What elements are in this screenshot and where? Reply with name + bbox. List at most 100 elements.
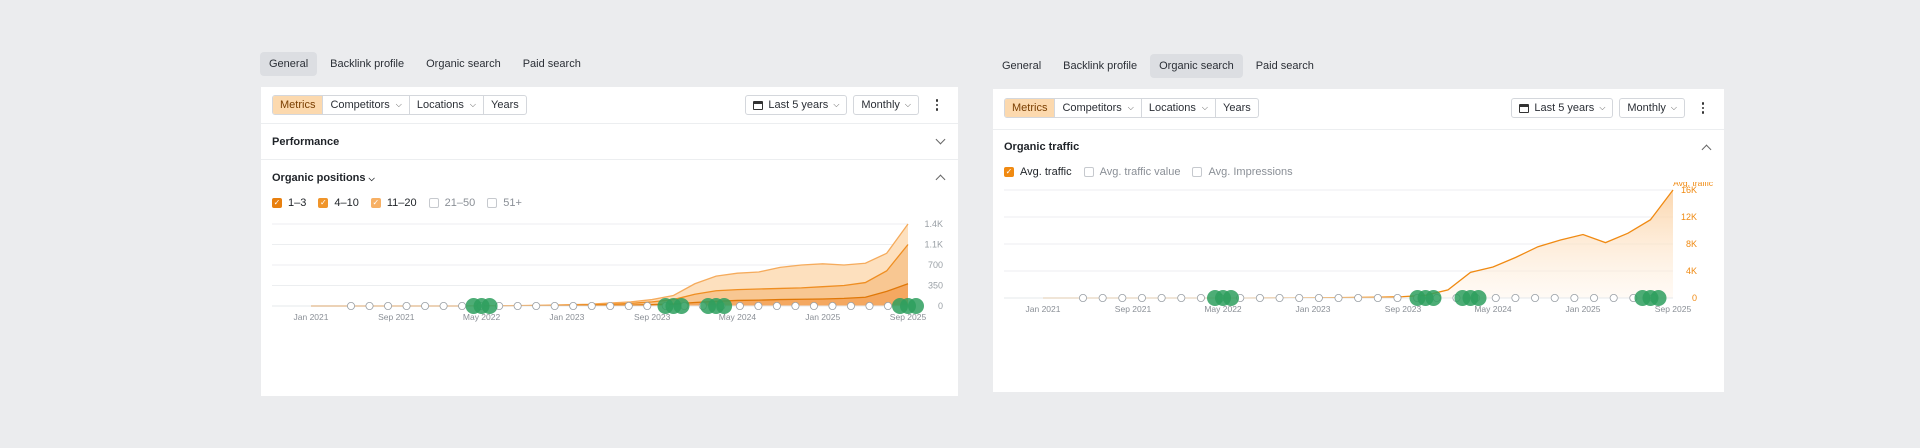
right-locations-dropdown[interactable]: Locations ⌵	[1142, 99, 1216, 117]
right-legend-item-1[interactable]: Avg. traffic value	[1083, 166, 1181, 178]
right-metrics-label: Metrics	[1012, 102, 1048, 114]
organic-traffic-chart: 0 4K 8K 12K 16K Jan 2021 Sep 2021 May 2022 Jan 2…	[1004, 182, 1714, 314]
y-tick-label: 0	[1692, 293, 1697, 303]
right-competitors-dropdown[interactable]: Competitors ⌵	[1055, 99, 1142, 117]
left-segment-control: Metrics Competitors ⌵ Locations ⌵ Years	[272, 95, 527, 115]
event-marker	[347, 302, 356, 311]
x-tick-label: Jan 2023	[1296, 304, 1331, 314]
checkbox-checked-icon[interactable]: ✓	[1004, 167, 1014, 177]
x-tick-label: Sep 2023	[634, 312, 671, 322]
checkbox-icon[interactable]	[1192, 167, 1203, 177]
chevron-up-icon[interactable]	[935, 174, 946, 185]
right-period-dropdown[interactable]: Last 5 years ⌵	[1511, 98, 1614, 118]
chevron-down-icon: ⌵	[368, 174, 375, 183]
right-tab-general[interactable]: General	[1002, 60, 1042, 72]
x-tick-label: Jan 2025	[805, 312, 840, 322]
event-marker	[384, 302, 393, 311]
left-competitors-label: Competitors	[330, 99, 390, 111]
right-competitors-label: Competitors	[1062, 102, 1122, 114]
event-marker	[439, 302, 448, 311]
x-tick-label: Jan 2025	[1566, 304, 1601, 314]
x-tick-label: May 2024	[1474, 304, 1512, 314]
checkbox-checked-icon[interactable]: ✓	[272, 198, 282, 208]
x-tick-label: Sep 2023	[1385, 304, 1422, 314]
left-tab-backlink-profile[interactable]: Backlink profile	[330, 58, 405, 70]
left-tab-general[interactable]: General	[260, 52, 318, 76]
right-tab-organic-search[interactable]: Organic search	[1150, 54, 1243, 78]
more-options-icon[interactable]	[1693, 98, 1713, 118]
performance-section-title[interactable]: Performance	[272, 136, 340, 148]
event-marker	[1393, 294, 1402, 303]
left-legend-label: 11–20	[386, 197, 417, 209]
event-marker	[865, 302, 874, 311]
event-marker	[1550, 294, 1559, 303]
x-tick-label: Sep 2025	[890, 312, 927, 322]
right-locations-label: Locations	[1148, 102, 1196, 114]
left-tab-paid-search[interactable]: Paid search	[522, 58, 581, 70]
left-metrics-button[interactable]: Metrics	[273, 96, 324, 114]
update-marker	[673, 298, 690, 314]
right-legend-item-2[interactable]: Avg. Impressions	[1192, 166, 1293, 178]
event-marker	[809, 302, 818, 311]
right-legend-label: Avg. traffic	[1020, 166, 1072, 178]
event-marker	[587, 302, 596, 311]
right-tab-backlink-profile[interactable]: Backlink profile	[1063, 60, 1138, 72]
right-granularity-dropdown[interactable]: Monthly ⌵	[1619, 98, 1685, 118]
left-metrics-label: Metrics	[280, 99, 316, 111]
chevron-down-icon[interactable]	[935, 134, 946, 145]
event-marker	[1255, 294, 1264, 303]
organic-traffic-section-title[interactable]: Organic traffic	[1004, 141, 1080, 153]
y-tick-label: 8K	[1686, 239, 1697, 249]
left-locations-label: Locations	[416, 99, 464, 111]
left-legend-label: 4–10	[334, 197, 359, 209]
x-tick-label: May 2024	[719, 312, 757, 322]
x-tick-label: Sep 2021	[378, 312, 415, 322]
update-marker	[1470, 290, 1487, 306]
left-locations-dropdown[interactable]: Locations ⌵	[410, 96, 484, 114]
right-metrics-button[interactable]: Metrics	[1005, 99, 1056, 117]
checkbox-icon[interactable]	[1083, 167, 1094, 177]
right-years-button[interactable]: Years	[1216, 99, 1258, 117]
x-tick-label: Sep 2025	[1655, 304, 1692, 314]
right-legend-label: Avg. traffic value	[1099, 166, 1181, 178]
y-tick-label: 1.1K	[924, 240, 943, 250]
left-years-button[interactable]: Years	[484, 96, 526, 114]
event-marker	[624, 302, 633, 311]
y-tick-label: 0	[938, 301, 943, 311]
right-tab-paid-search[interactable]: Paid search	[1255, 60, 1314, 72]
event-marker	[1511, 294, 1520, 303]
left-granularity-dropdown[interactable]: Monthly ⌵	[853, 95, 919, 115]
left-legend-item-0[interactable]: ✓ 1–3	[272, 197, 306, 209]
event-marker	[772, 302, 781, 311]
event-marker	[402, 302, 411, 311]
left-tabs: General Backlink profile Organic search …	[260, 52, 590, 76]
left-legend-item-2[interactable]: ✓ 11–20	[370, 197, 417, 209]
event-marker	[1177, 294, 1186, 303]
more-options-icon[interactable]	[927, 95, 947, 115]
update-marker	[1223, 290, 1239, 306]
chevron-down-icon: ⌵	[1670, 103, 1677, 112]
organic-positions-dropdown[interactable]: Organic positions ⌵	[272, 172, 375, 184]
checkbox-icon[interactable]	[428, 198, 439, 208]
event-marker	[569, 302, 578, 311]
left-granularity-label: Monthly	[861, 99, 900, 111]
right-legend-label: Avg. Impressions	[1208, 166, 1293, 178]
left-period-dropdown[interactable]: Last 5 years ⌵	[745, 95, 848, 115]
left-legend-item-1[interactable]: ✓ 4–10	[318, 197, 359, 209]
series-area-0	[1043, 190, 1673, 298]
left-legend-item-3[interactable]: 21–50	[428, 197, 475, 209]
left-tab-organic-search[interactable]: Organic search	[426, 58, 501, 70]
chevron-up-icon[interactable]	[1701, 144, 1712, 155]
checkbox-icon[interactable]	[487, 198, 498, 208]
event-marker	[421, 302, 430, 311]
update-marker	[716, 298, 733, 314]
left-competitors-dropdown[interactable]: Competitors ⌵	[323, 96, 410, 114]
right-legend-item-0[interactable]: ✓ Avg. traffic	[1004, 166, 1072, 178]
left-legend-item-4[interactable]: 51+	[487, 197, 522, 209]
x-tick-label: May 2022	[463, 312, 501, 322]
checkbox-checked-icon[interactable]: ✓	[318, 198, 329, 208]
chevron-down-icon: ⌵	[1599, 103, 1606, 112]
right-period-label: Last 5 years	[1534, 102, 1595, 114]
event-marker	[550, 302, 559, 311]
checkbox-checked-icon[interactable]: ✓	[370, 198, 381, 208]
